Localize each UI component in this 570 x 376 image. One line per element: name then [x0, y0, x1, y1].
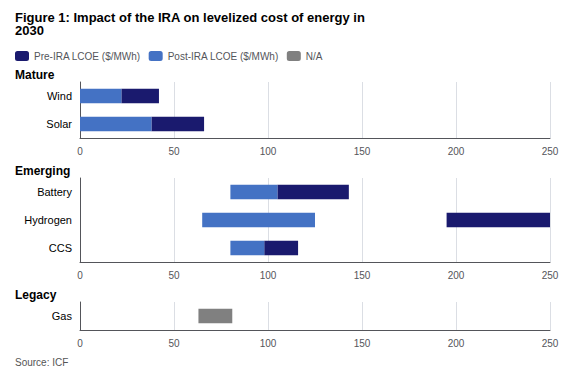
svg-text:200: 200	[448, 338, 465, 349]
svg-text:0: 0	[77, 338, 83, 349]
svg-text:Legacy: Legacy	[15, 288, 57, 302]
svg-text:200: 200	[448, 270, 465, 281]
svg-text:Post-IRA LCOE ($/MWh): Post-IRA LCOE ($/MWh)	[168, 51, 279, 62]
svg-text:Gas: Gas	[52, 310, 73, 322]
svg-text:100: 100	[260, 146, 277, 157]
svg-text:250: 250	[542, 338, 559, 349]
svg-text:150: 150	[354, 270, 371, 281]
svg-text:100: 100	[260, 338, 277, 349]
svg-text:250: 250	[542, 270, 559, 281]
svg-text:50: 50	[168, 146, 180, 157]
svg-text:2030: 2030	[15, 23, 44, 38]
svg-text:0: 0	[77, 270, 83, 281]
svg-text:Pre-IRA LCOE ($/MWh): Pre-IRA LCOE ($/MWh)	[34, 51, 140, 62]
svg-text:Source: ICF: Source: ICF	[15, 357, 68, 368]
svg-text:Emerging: Emerging	[15, 164, 70, 178]
svg-text:0: 0	[77, 146, 83, 157]
svg-text:CCS: CCS	[49, 242, 72, 254]
svg-text:Hydrogen: Hydrogen	[24, 214, 72, 226]
svg-text:250: 250	[542, 146, 559, 157]
svg-text:150: 150	[354, 338, 371, 349]
svg-text:Solar: Solar	[46, 118, 72, 130]
svg-text:N/A: N/A	[306, 51, 323, 62]
svg-text:Battery: Battery	[37, 186, 72, 198]
svg-text:Wind: Wind	[47, 90, 72, 102]
svg-text:Figure 1: Impact of the IRA on: Figure 1: Impact of the IRA on levelized…	[15, 10, 365, 25]
svg-text:50: 50	[168, 270, 180, 281]
svg-text:150: 150	[354, 146, 371, 157]
svg-text:200: 200	[448, 146, 465, 157]
svg-text:100: 100	[260, 270, 277, 281]
svg-text:Mature: Mature	[15, 68, 55, 82]
svg-text:50: 50	[168, 338, 180, 349]
